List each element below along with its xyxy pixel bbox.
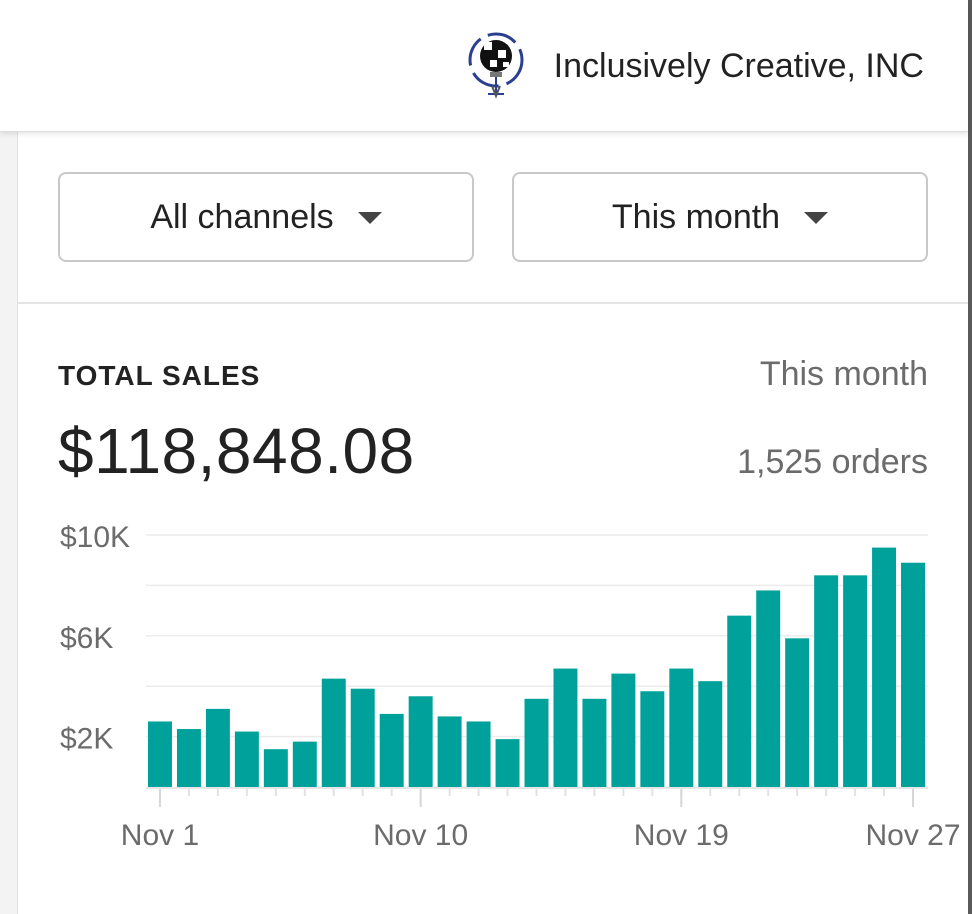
lightbulb-puzzle-logo <box>468 32 524 99</box>
sales-bar <box>785 638 810 787</box>
sales-bar <box>234 731 259 787</box>
sales-bar <box>640 691 665 787</box>
sales-bar <box>756 590 781 787</box>
sales-bar <box>727 615 752 787</box>
sales-bar <box>495 739 520 787</box>
total-sales-card[interactable]: TOTAL SALES This month $118,848.08 1,525… <box>58 350 928 488</box>
store-name: Inclusively Creative, INC <box>553 46 924 85</box>
sales-bar <box>148 721 172 787</box>
total-sales-value: $118,848.08 <box>58 415 415 487</box>
sales-bar <box>524 698 549 787</box>
sales-bar <box>292 741 317 787</box>
sales-bar-chart: $2K $6K $10K Nov 1 Nov 10 Nov 19 Nov 27 <box>60 521 961 852</box>
period-filter-label: This month <box>611 197 781 236</box>
card-title: TOTAL SALES <box>58 360 261 391</box>
sales-bar <box>611 673 636 787</box>
sales-bar <box>408 696 433 787</box>
sales-bar <box>582 698 607 787</box>
y-axis-tick-label: $2K <box>60 723 113 756</box>
sales-bar <box>872 547 897 787</box>
sales-bar <box>901 562 925 787</box>
sales-bar <box>553 668 578 787</box>
caret-down-icon <box>357 212 382 224</box>
period-filter-dropdown[interactable]: This month <box>512 172 928 262</box>
orders-count: 1,525 orders <box>737 443 928 481</box>
caret-down-icon <box>804 212 829 224</box>
sales-bar <box>669 668 694 787</box>
y-axis-tick-label: $10K <box>60 521 130 554</box>
x-axis-tick-label: Nov 27 <box>865 819 960 852</box>
sales-bar <box>698 681 723 787</box>
sales-bar <box>350 688 375 787</box>
x-axis-tick-label: Nov 19 <box>634 819 729 852</box>
x-axis-tick-label: Nov 10 <box>373 819 468 852</box>
card-period: This month <box>759 355 928 393</box>
x-axis-tick-label: Nov 1 <box>121 819 199 852</box>
sales-bar <box>379 713 404 787</box>
top-bar: Inclusively Creative, INC <box>0 0 968 132</box>
sales-bar <box>466 721 491 787</box>
sales-bar <box>843 575 868 787</box>
sales-bar <box>205 708 230 787</box>
sales-bar <box>176 729 201 787</box>
sales-bar <box>263 749 288 787</box>
sales-bar <box>321 678 346 787</box>
y-axis-tick-label: $6K <box>60 622 113 655</box>
store-switcher[interactable]: Inclusively Creative, INC <box>466 30 924 102</box>
filter-bar: All channels This month <box>58 172 928 262</box>
sales-bar <box>437 716 462 787</box>
section-divider <box>18 302 968 304</box>
sales-bar <box>814 575 839 787</box>
channel-filter-label: All channels <box>150 197 334 236</box>
right-window-edge <box>968 0 972 914</box>
left-panel-edge <box>0 132 18 914</box>
channel-filter-dropdown[interactable]: All channels <box>58 172 474 262</box>
